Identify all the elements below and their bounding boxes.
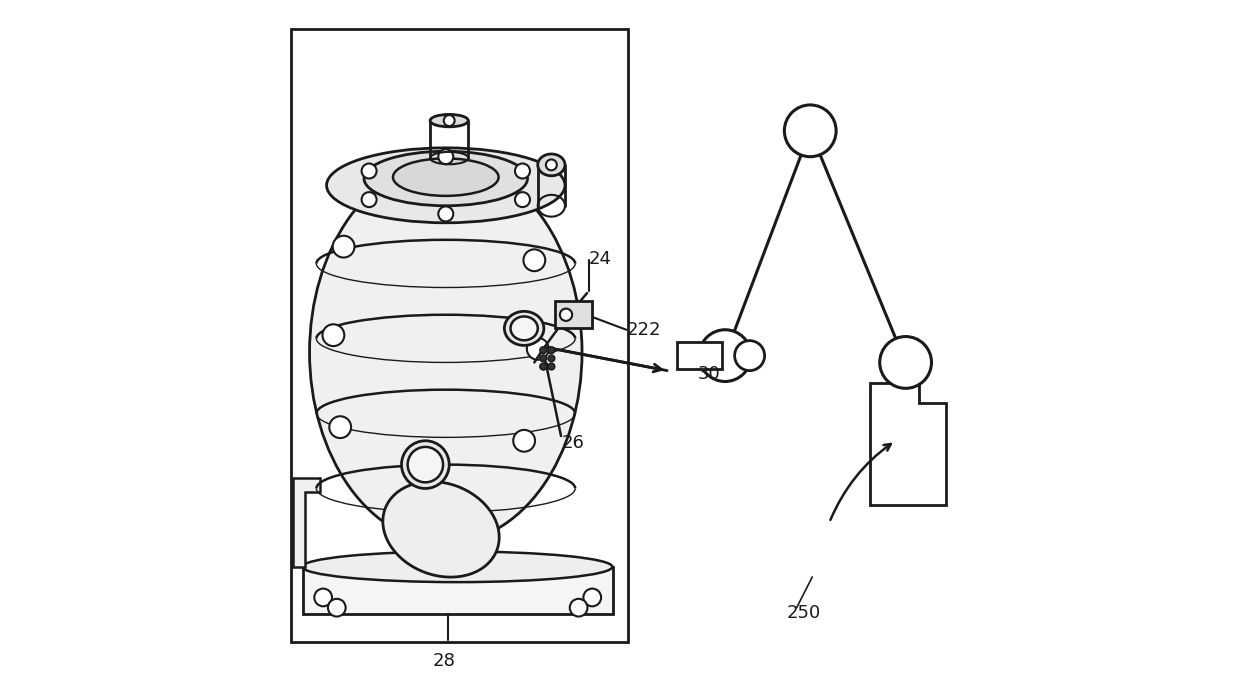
Ellipse shape (408, 447, 444, 482)
Circle shape (540, 363, 546, 370)
Circle shape (560, 308, 572, 321)
Circle shape (362, 192, 377, 207)
Circle shape (570, 598, 587, 616)
Circle shape (333, 236, 354, 258)
Circle shape (546, 159, 556, 170)
Bar (555, 301, 592, 328)
Ellipse shape (383, 482, 499, 577)
Circle shape (315, 589, 332, 606)
Circle shape (515, 192, 530, 207)
Circle shape (540, 355, 546, 362)
Text: 30: 30 (698, 365, 721, 384)
Bar (678, 342, 721, 369)
Ellipse shape (393, 159, 498, 196)
Ellipse shape (430, 114, 468, 127)
Circle shape (548, 355, 555, 362)
Bar (291, 29, 628, 642)
Ellipse shape (504, 311, 544, 345)
Circle shape (880, 337, 932, 389)
Circle shape (784, 105, 836, 157)
Circle shape (515, 163, 530, 179)
Circle shape (540, 347, 546, 354)
Circle shape (330, 417, 351, 438)
Circle shape (584, 589, 601, 606)
Ellipse shape (310, 161, 582, 543)
Text: 250: 250 (787, 604, 820, 622)
Circle shape (322, 324, 344, 346)
Ellipse shape (510, 317, 538, 341)
Circle shape (699, 330, 751, 382)
Circle shape (439, 207, 453, 222)
Text: 28: 28 (432, 652, 455, 670)
Circle shape (548, 347, 555, 354)
Polygon shape (870, 383, 947, 505)
Polygon shape (292, 478, 320, 567)
Circle shape (362, 163, 377, 179)
Circle shape (523, 250, 545, 271)
Circle shape (548, 363, 555, 370)
Polygon shape (302, 567, 613, 614)
Ellipse shape (401, 440, 450, 488)
Text: 26: 26 (561, 434, 585, 451)
Ellipse shape (538, 154, 565, 176)
Circle shape (735, 341, 764, 371)
Ellipse shape (327, 148, 565, 223)
Text: 24: 24 (589, 250, 612, 267)
Circle shape (527, 338, 549, 360)
Circle shape (328, 598, 346, 616)
Ellipse shape (302, 551, 612, 582)
Circle shape (513, 430, 535, 451)
Ellipse shape (364, 151, 528, 206)
Circle shape (439, 149, 453, 164)
Text: 222: 222 (626, 321, 660, 339)
Circle shape (444, 115, 455, 126)
